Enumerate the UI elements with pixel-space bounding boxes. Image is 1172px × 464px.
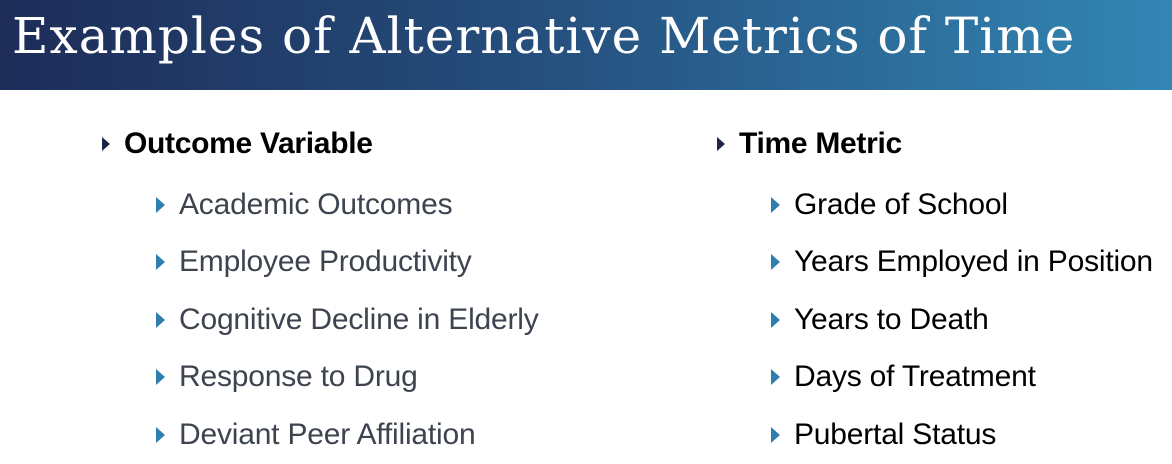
triangle-bullet-icon	[156, 254, 165, 271]
list-item-text: Academic Outcomes	[179, 187, 453, 221]
list-item: Years Employed in Position	[771, 234, 1153, 292]
time-metric-list: Grade of School Years Employed in Positi…	[713, 176, 1153, 464]
list-item: Grade of School	[771, 176, 1153, 234]
list-item: Pubertal Status	[771, 406, 1153, 464]
triangle-bullet-icon	[156, 426, 165, 443]
list-item: Days of Treatment	[771, 349, 1153, 407]
time-metric-heading-row: Time Metric	[713, 122, 1153, 166]
list-item-text: Response to Drug	[179, 360, 418, 394]
list-item: Years to Death	[771, 291, 1153, 349]
list-item-text: Grade of School	[794, 187, 1008, 221]
list-item-text: Years to Death	[794, 302, 989, 336]
list-item-text: Deviant Peer Affiliation	[179, 417, 476, 451]
triangle-bullet-icon	[771, 369, 780, 386]
list-item-text: Employee Productivity	[179, 245, 472, 279]
triangle-bullet-icon	[771, 254, 780, 271]
list-item: Deviant Peer Affiliation	[156, 406, 539, 464]
triangle-bullet-icon	[156, 369, 165, 386]
list-item: Cognitive Decline in Elderly	[156, 291, 539, 349]
list-item-text: Pubertal Status	[794, 417, 997, 451]
list-item-text: Years Employed in Position	[794, 245, 1153, 279]
list-item: Employee Productivity	[156, 234, 539, 292]
list-item: Response to Drug	[156, 349, 539, 407]
triangle-bullet-icon	[771, 196, 780, 213]
triangle-bullet-icon	[156, 311, 165, 328]
triangle-bullet-icon	[156, 196, 165, 213]
outcome-variable-heading: Outcome Variable	[124, 127, 373, 160]
list-item: Academic Outcomes	[156, 176, 539, 234]
slide-title: Examples of Alternative Metrics of Time	[12, 7, 1076, 65]
triangle-bullet-icon	[102, 137, 110, 151]
triangle-bullet-icon	[771, 426, 780, 443]
outcome-variable-heading-row: Outcome Variable	[98, 122, 539, 166]
outcome-variable-column: Outcome Variable Academic Outcomes Emplo…	[98, 122, 539, 464]
time-metric-heading: Time Metric	[739, 127, 902, 160]
list-item-text: Days of Treatment	[794, 360, 1036, 394]
triangle-bullet-icon	[717, 137, 725, 151]
title-bar: Examples of Alternative Metrics of Time	[0, 0, 1172, 90]
outcome-variable-list: Academic Outcomes Employee Productivity …	[98, 176, 539, 464]
list-item-text: Cognitive Decline in Elderly	[179, 302, 539, 336]
triangle-bullet-icon	[771, 311, 780, 328]
time-metric-column: Time Metric Grade of School Years Employ…	[713, 122, 1153, 464]
